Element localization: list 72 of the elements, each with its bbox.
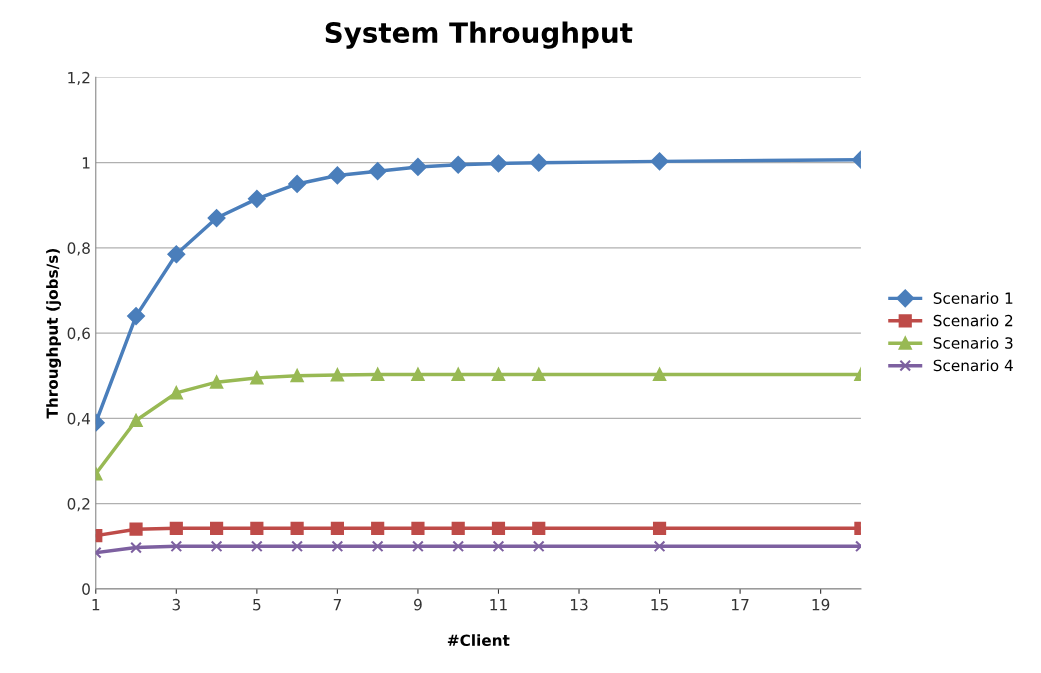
point <box>650 152 669 171</box>
point <box>330 368 344 382</box>
point <box>452 540 465 553</box>
y-axis-title: Throughput (jobs/s) <box>46 249 62 419</box>
point <box>368 162 387 181</box>
point <box>169 521 183 535</box>
x-axis-title: #Client <box>447 634 510 647</box>
chart-title: System Throughput <box>325 21 633 49</box>
y-tick-label: 1 <box>82 157 90 169</box>
x-tick-label: 19 <box>812 598 830 611</box>
point <box>331 540 344 553</box>
point <box>491 367 506 382</box>
point <box>491 521 506 535</box>
y-tick-label: 0 <box>82 583 90 595</box>
point <box>210 540 223 553</box>
legend-label: Scenario 1 <box>933 292 1013 304</box>
point <box>127 307 145 325</box>
legend-label: Scenario 2 <box>933 314 1013 327</box>
point <box>247 189 266 208</box>
point <box>209 521 224 535</box>
y-tick-label: 0,2 <box>67 498 90 512</box>
x-tick-label: 15 <box>651 599 668 611</box>
point <box>169 386 183 400</box>
point <box>449 155 468 174</box>
x-tick-label: 13 <box>570 598 588 611</box>
point <box>129 522 143 536</box>
point <box>489 154 508 173</box>
legend-label: Scenario 4 <box>933 359 1013 372</box>
point <box>250 540 263 553</box>
x-tick-label: 7 <box>333 599 341 611</box>
point <box>170 540 183 553</box>
point <box>371 367 385 382</box>
x-tick-label: 9 <box>414 598 422 611</box>
point <box>288 175 307 193</box>
point <box>330 521 344 535</box>
point <box>652 367 667 382</box>
y-tick-label: 0,8 <box>67 242 90 256</box>
x-tick-label: 5 <box>253 599 261 611</box>
x-tick-label: 1 <box>92 599 100 611</box>
point <box>411 367 425 382</box>
y-tick-label: 0,4 <box>67 412 91 426</box>
point <box>532 367 546 382</box>
point <box>371 540 384 553</box>
y-tick-label: 0,6 <box>67 327 90 341</box>
x-tick-label: 11 <box>490 599 507 611</box>
point <box>250 521 264 535</box>
point <box>290 369 304 383</box>
x-tick-label: 17 <box>732 599 749 611</box>
point <box>207 209 226 227</box>
legend-label: Scenario 3 <box>933 336 1013 349</box>
point <box>411 521 425 535</box>
point <box>409 158 427 176</box>
point <box>451 521 465 535</box>
point <box>652 521 667 535</box>
point <box>250 371 264 385</box>
x-tick-label: 3 <box>172 598 180 611</box>
point <box>129 413 143 428</box>
point <box>371 521 385 535</box>
point <box>451 367 465 382</box>
point <box>529 153 548 172</box>
point <box>291 540 304 553</box>
point <box>130 541 142 554</box>
point <box>532 540 545 553</box>
y-tick-label: 1,2 <box>68 71 90 85</box>
point <box>653 540 666 553</box>
point <box>290 521 304 535</box>
point <box>328 166 347 185</box>
point <box>167 245 186 264</box>
point <box>209 375 224 389</box>
point <box>412 540 424 553</box>
point <box>492 540 505 553</box>
point <box>532 521 546 535</box>
